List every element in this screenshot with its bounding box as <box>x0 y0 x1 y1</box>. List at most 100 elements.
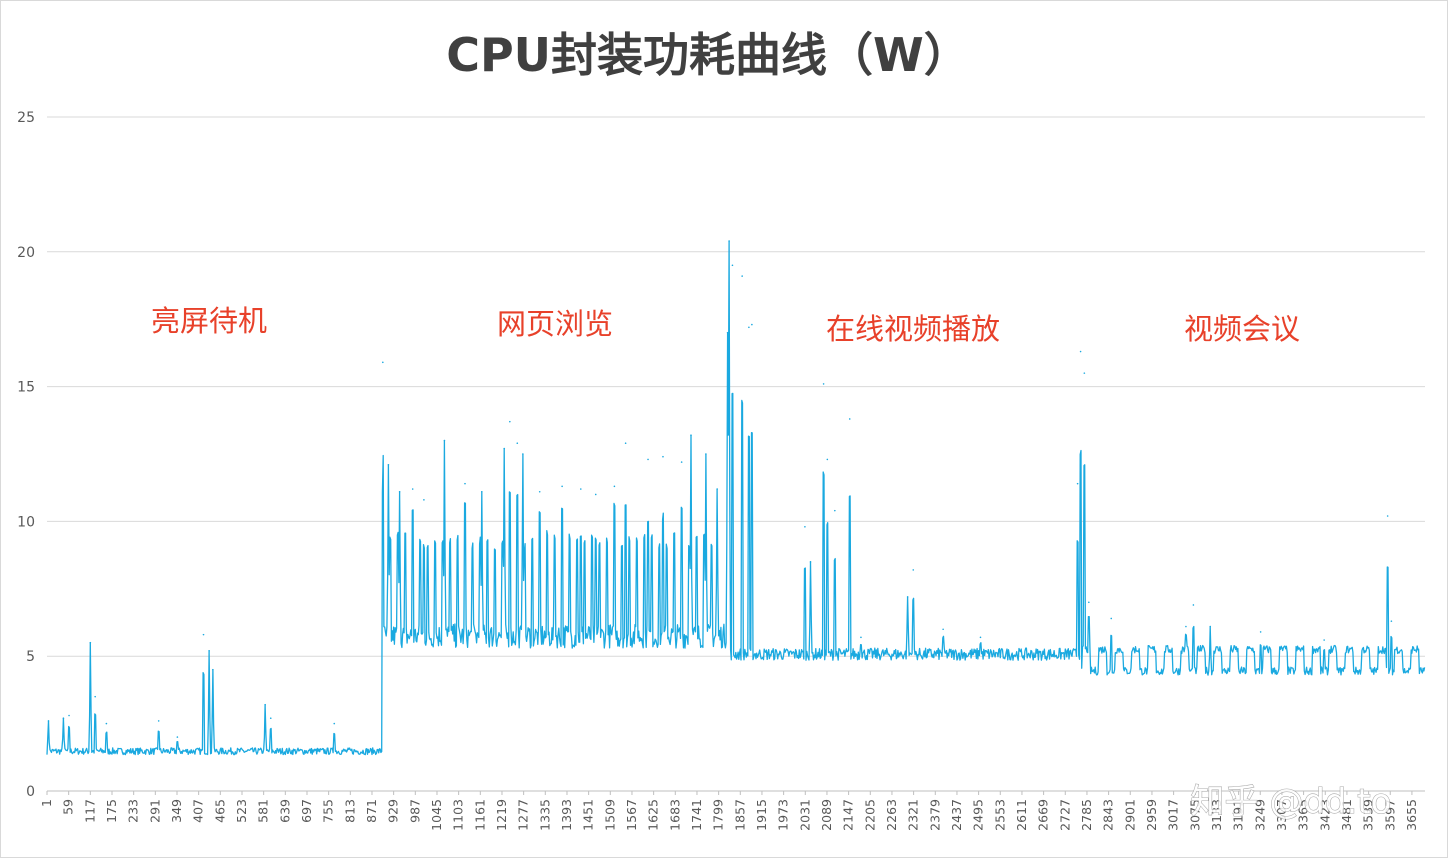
peak-point <box>333 722 336 725</box>
peak-point <box>680 461 683 463</box>
watermark: 知乎 @dd.to <box>1191 782 1392 822</box>
x-tick-label: 523 <box>234 799 249 823</box>
peak-point <box>522 453 524 455</box>
phase-label-video-conference: 视频会议 <box>1184 312 1300 346</box>
x-tick-label: 1219 <box>494 799 509 831</box>
x-tick-label: 2495 <box>971 799 986 831</box>
peak-point <box>89 641 92 644</box>
peak-point <box>848 418 851 420</box>
y-tick-label: 15 <box>17 380 35 396</box>
peak-point <box>1323 639 1325 641</box>
x-tick-label: 639 <box>277 799 292 823</box>
y-tick-label: 25 <box>17 110 35 126</box>
x-tick-label: 2553 <box>992 799 1007 831</box>
y-tick-label: 5 <box>26 649 35 665</box>
peak-point <box>594 493 597 496</box>
x-tick-label: 3249 <box>1252 799 1267 831</box>
peak-point <box>1259 631 1262 633</box>
x-tick-label: 1 <box>39 799 54 807</box>
x-tick-label: 2031 <box>797 799 812 831</box>
x-tick-label: 3481 <box>1339 799 1354 831</box>
x-tick-label: 2727 <box>1057 799 1072 831</box>
x-tick-label: 1857 <box>732 799 747 831</box>
peak-point <box>1076 482 1079 485</box>
x-tick-label: 291 <box>147 799 162 823</box>
x-tick-label: 2379 <box>927 799 942 831</box>
x-tick-label: 581 <box>256 799 271 823</box>
x-tick-label: 1509 <box>602 799 617 831</box>
x-tick-label: 987 <box>407 799 422 823</box>
peak-point <box>826 458 829 461</box>
peak-point <box>716 488 718 490</box>
peak-point <box>1088 601 1090 604</box>
peak-point <box>538 490 541 493</box>
peak-point <box>804 525 806 528</box>
x-tick-label: 1393 <box>559 799 574 831</box>
x-tick-label: 3655 <box>1404 799 1419 831</box>
y-tick-label: 10 <box>17 514 35 530</box>
peak-point <box>411 488 414 490</box>
peak-point <box>1185 625 1187 628</box>
x-tick-label: 1683 <box>667 799 682 831</box>
x-tick-label: 1103 <box>451 799 466 831</box>
x-tick-label: 1335 <box>537 799 552 831</box>
x-tick-label: 929 <box>386 799 401 823</box>
peak-point <box>387 463 390 466</box>
x-tick-label: 233 <box>126 799 141 823</box>
x-tick-label: 813 <box>342 799 357 823</box>
x-tick-label: 3597 <box>1382 799 1397 831</box>
x-tick-label: 1799 <box>711 799 726 831</box>
x-tick-label: 2669 <box>1036 799 1051 831</box>
x-tick-label: 3133 <box>1209 799 1224 831</box>
x-tick-label: 2147 <box>841 799 856 831</box>
x-tick-label: 3017 <box>1166 799 1181 831</box>
x-tick-label: 3307 <box>1274 799 1289 831</box>
peak-point <box>731 264 734 267</box>
x-tick-label: 2263 <box>884 799 899 831</box>
x-tick-label: 1277 <box>516 799 531 831</box>
peak-point <box>1110 617 1113 620</box>
peak-point <box>979 636 982 639</box>
peak-point <box>464 482 466 485</box>
peak-point <box>423 499 425 501</box>
x-tick-label: 59 <box>61 799 76 815</box>
x-tick-label: 1451 <box>581 799 596 831</box>
peak-point <box>741 275 743 277</box>
x-tick-label: 3075 <box>1187 799 1202 831</box>
x-tick-label: 2785 <box>1079 799 1094 831</box>
x-tick-label: 3423 <box>1317 799 1332 831</box>
peak-point <box>47 720 50 722</box>
x-tick-label: 2205 <box>862 799 877 831</box>
peak-point <box>1083 372 1086 374</box>
y-axis-ticks: 0 5 10 15 20 25 <box>17 110 35 800</box>
x-tick-label: 1045 <box>429 799 444 831</box>
x-tick-label: 1625 <box>646 799 661 831</box>
peak-point <box>834 509 836 512</box>
peak-point <box>212 668 214 671</box>
x-tick-label: 175 <box>104 799 119 823</box>
peak-point <box>809 561 812 563</box>
x-tick-label: 2901 <box>1122 799 1137 831</box>
peak-point <box>1079 350 1082 353</box>
peak-point <box>751 323 753 326</box>
peak-point <box>68 714 70 717</box>
peak-point <box>1386 515 1389 517</box>
x-axis-ticks: 1 59 117 175 233 291 349 407 465 523 581 639 697 755 8… <box>39 799 1419 831</box>
phase-label-standby: 亮屏待机 <box>151 304 267 338</box>
peak-point <box>269 717 272 720</box>
x-tick-label: 3539 <box>1361 799 1376 831</box>
x-tick-label: 1567 <box>624 799 639 831</box>
peak-point <box>398 490 401 493</box>
grid-layer <box>46 116 1425 795</box>
peak-point <box>382 361 384 364</box>
peak-point <box>176 736 179 738</box>
peak-point <box>748 326 750 329</box>
peak-point <box>726 331 729 334</box>
peak-point <box>481 490 483 493</box>
y-tick-label: 0 <box>26 784 35 800</box>
phase-label-web-browsing: 网页浏览 <box>497 307 613 341</box>
peak-point <box>1209 625 1212 628</box>
x-tick-label: 697 <box>299 799 314 823</box>
peak-point <box>62 717 65 720</box>
